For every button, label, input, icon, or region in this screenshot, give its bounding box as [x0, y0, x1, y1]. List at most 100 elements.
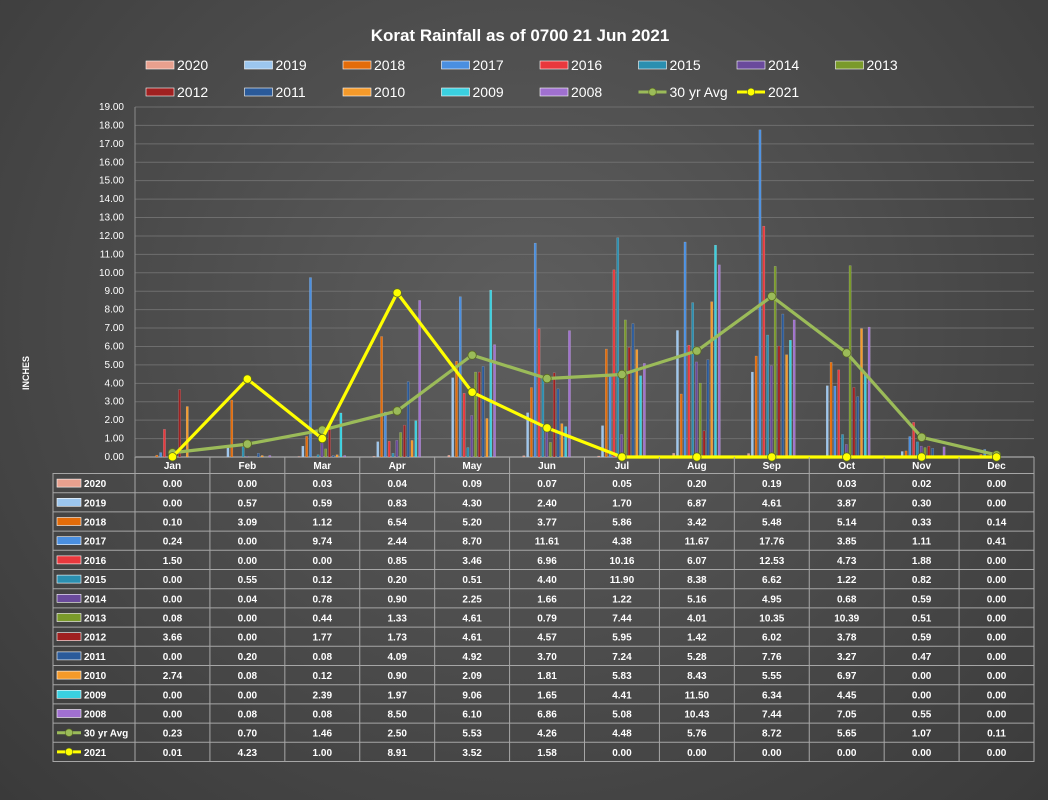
table-cell: 5.95 [612, 633, 632, 644]
point-2021-may [467, 387, 477, 397]
bar-2011-may [481, 366, 485, 458]
table-cell: 7.05 [837, 710, 857, 721]
bar-2018-may [455, 361, 458, 458]
table-cell: 0.05 [612, 479, 632, 490]
table-cell: 0.51 [912, 614, 932, 625]
table-row: 2009 0.00 0.00 2.39 1.97 9.06 1.65 4.41 11.50 6.3… [56, 689, 1007, 701]
table-cell: 1.33 [387, 614, 407, 625]
table-cell: 1.50 [163, 556, 183, 567]
bar-2017-oct [833, 385, 837, 458]
swatch-marker-2021 [64, 747, 74, 757]
swatch-marker-30-yr-avg [64, 728, 74, 737]
table-cell: 11.50 [685, 690, 710, 701]
bar-2010-jun [560, 423, 564, 458]
swatch-2013 [56, 613, 82, 622]
table-cell: 5.65 [837, 729, 857, 740]
table-cell: 0.82 [912, 575, 932, 586]
table-cell: 0.07 [537, 479, 557, 490]
table-cell: 4.48 [612, 729, 632, 740]
table-row: 2011 0.00 0.20 0.08 4.09 4.92 3.70 7.24 5.28 7.76… [56, 651, 1007, 663]
table-cell: 0.00 [163, 652, 183, 663]
table-series-name: 2019 [84, 498, 107, 509]
bar-2010-may [485, 418, 489, 458]
table-cell: 4.57 [537, 633, 557, 644]
legend-item: 2008 [539, 84, 602, 100]
legend-item: 2019 [244, 57, 307, 73]
swatch-2008 [56, 709, 82, 718]
swatch-2010 [56, 670, 82, 680]
bar-2013-apr [399, 432, 402, 458]
legend-item: 2020 [145, 57, 208, 73]
table-cell: 4.38 [612, 537, 632, 548]
legend-label: 2020 [177, 57, 208, 73]
y-tick-label: 2.00 [105, 415, 125, 426]
table-series-name: 2012 [84, 633, 107, 644]
table-cell: 7.44 [612, 614, 632, 625]
bar-2009-jun [564, 426, 567, 458]
table-cell: 6.86 [537, 710, 557, 721]
swatch-marker-2021 [746, 87, 756, 97]
bar-2010-jan [185, 406, 189, 458]
table-cell: 0.00 [987, 498, 1007, 509]
bar-2008-jun [568, 330, 571, 458]
table-cell: 0.08 [313, 652, 333, 663]
legend-label: 2019 [276, 57, 307, 73]
table-cell: 5.16 [687, 594, 707, 605]
table-cell: 0.00 [912, 671, 932, 682]
bar-2011-sep [781, 313, 785, 458]
table-cell: 3.78 [837, 633, 857, 644]
table-series-name: 2008 [84, 710, 107, 721]
table-cell: 1.65 [537, 690, 557, 701]
table-cell: 5.83 [612, 671, 632, 682]
table-cell: 0.57 [238, 498, 258, 509]
table-cell: 3.46 [462, 556, 482, 567]
table-cell: 17.76 [759, 537, 784, 548]
bar-2012-jun [552, 372, 556, 458]
table-cell: 0.59 [912, 633, 932, 644]
bar-2008-oct [867, 326, 871, 458]
legend-item: 2014 [736, 57, 799, 73]
table-cell: 0.02 [912, 479, 932, 490]
bar-2016-sep [762, 225, 766, 458]
bar-2010-apr [410, 440, 414, 458]
table-cell: 1.00 [313, 748, 333, 759]
table-cell: 6.02 [762, 633, 782, 644]
legend-label: 2013 [867, 57, 898, 73]
bar-2013-mar [324, 448, 327, 458]
table-series-name: 2014 [84, 594, 107, 605]
bar-2015-may [466, 447, 470, 458]
table-cell: 0.00 [987, 479, 1007, 490]
table-cell: 6.54 [387, 518, 407, 529]
bar-2010-jul [635, 349, 639, 458]
table-cell: 0.00 [238, 556, 258, 567]
table-cell: 7.44 [762, 710, 782, 721]
table-cell: 4.45 [837, 690, 857, 701]
legend-label: 2017 [473, 57, 504, 73]
swatch-2018 [342, 60, 372, 70]
bar-2009-sep [789, 340, 792, 458]
x-tick-label: Aug [687, 461, 706, 472]
table-cell: 0.47 [912, 652, 932, 663]
y-tick-label: 18.00 [99, 120, 124, 131]
table-cell: 0.30 [912, 498, 932, 509]
point-2021-sep [767, 452, 777, 462]
table-cell: 4.30 [462, 498, 482, 509]
swatch-2019 [56, 497, 82, 507]
table-cell: 0.12 [313, 575, 333, 586]
swatch-2011 [244, 87, 273, 97]
swatch-2012 [145, 87, 175, 97]
table-cell: 0.01 [163, 748, 183, 759]
table-cell: 0.11 [987, 729, 1006, 740]
table-cell: 0.00 [163, 710, 183, 721]
y-tick-label: 16.00 [99, 157, 124, 168]
line-30-yr-avg [172, 294, 997, 457]
y-tick-label: 13.00 [99, 213, 124, 224]
swatch-2017 [441, 60, 470, 70]
y-tick-label: 7.00 [105, 323, 125, 334]
bar-2017-mar [309, 277, 312, 458]
table-row: 2012 3.66 0.00 1.77 1.73 4.61 4.57 5.95 1.42 6.02… [56, 632, 1007, 644]
table-cell: 1.42 [687, 633, 707, 644]
table-cell: 0.10 [163, 518, 183, 529]
bar-2015-jun [541, 375, 545, 458]
table-series-name: 2018 [84, 518, 107, 529]
